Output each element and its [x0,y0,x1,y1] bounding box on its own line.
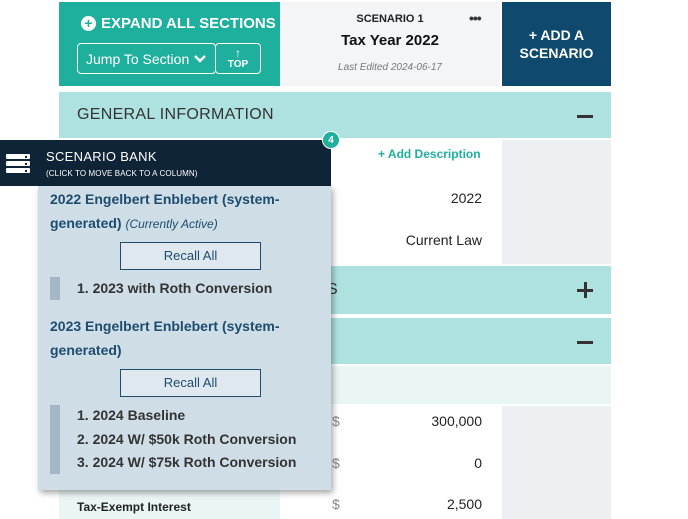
scenario-number: SCENARIO 1 [356,13,424,25]
income-value[interactable]: 0 [474,455,482,471]
item-group-bar [50,405,60,474]
currently-active-note: (Currently Active) [125,217,218,231]
income-value[interactable]: 300,000 [431,413,482,429]
currency-symbol: $ [332,413,340,429]
section-general-information[interactable]: GENERAL INFORMATION [59,92,611,138]
scenario-bank-title: SCENARIO BANK [46,149,157,164]
recall-all-button[interactable]: Recall All [120,369,261,397]
scenario-count-badge: 4 [322,131,340,149]
section-title: GENERAL INFORMATION [77,106,274,123]
add-scenario-line2: SCENARIO [519,45,594,61]
bank-scenario-item[interactable]: 1. 2024 Baseline [77,407,186,423]
group-title-text: 2022 Engelbert Enblebert (system-generat… [50,191,280,231]
add-scenario-button[interactable]: + ADD A SCENARIO [502,2,611,86]
item-group-bar [50,277,60,300]
scenario-group-title: 2022 Engelbert Enblebert (system-generat… [50,187,320,236]
tax-exempt-interest-value[interactable]: 2,500 [446,496,482,512]
jump-to-section-select[interactable]: Jump To Section [77,43,216,74]
server-stack-icon [6,154,30,173]
expand-all-label: EXPAND ALL SECTIONS [101,14,276,32]
collapse-icon[interactable] [577,115,593,118]
scenario-column-header: SCENARIO 1 Tax Year 2022 Last Edited 202… [280,2,500,86]
recall-all-button[interactable]: Recall All [120,242,261,270]
empty-column-cell [502,140,611,264]
law-value: Current Law [405,232,482,248]
top-label: TOP [227,59,249,70]
currency-symbol: $ [332,455,340,471]
more-options-icon[interactable]: ••• [469,10,482,26]
jump-to-section-label: Jump To Section [86,50,190,67]
expand-all-sections-button[interactable]: + EXPAND ALL SECTIONS [81,12,276,34]
bank-scenario-item[interactable]: 3. 2024 W/ $75k Roth Conversion [77,454,297,470]
scenario-group-title: 2023 Engelbert Enblebert (system-generat… [50,314,320,362]
expand-icon[interactable] [577,282,593,298]
tax-exempt-interest-label: Tax-Exempt Interest [77,500,191,514]
add-description-link[interactable]: + Add Description [378,147,481,161]
group-title-text: 2023 Engelbert Enblebert (system-generat… [50,318,280,358]
expand-panel: + EXPAND ALL SECTIONS Jump To Section ↑ … [59,2,280,86]
tax-year-value: 2022 [450,190,482,206]
add-scenario-line1: + ADD A [528,27,585,43]
plus-circle-icon: + [81,15,96,31]
collapse-icon[interactable] [577,341,593,344]
bank-scenario-item[interactable]: 1. 2023 with Roth Conversion [77,280,273,296]
currency-symbol: $ [332,496,340,512]
scenario-bank-panel: 2022 Engelbert Enblebert (system-generat… [38,186,331,490]
label-cell [59,490,280,519]
last-edited: Last Edited 2024-06-17 [338,62,442,73]
scenario-bank-header[interactable]: SCENARIO BANK (CLICK TO MOVE BACK TO A C… [0,140,331,186]
scenario-bank-subtitle: (CLICK TO MOVE BACK TO A COLUMN) [46,169,198,178]
empty-column-cell [502,406,611,519]
top-button[interactable]: ↑ TOP [215,43,261,74]
section-title-fragment: S [327,281,338,298]
bank-scenario-item[interactable]: 2. 2024 W/ $50k Roth Conversion [77,431,297,447]
scenario-title: Tax Year 2022 [341,32,439,49]
chevron-down-icon [194,54,206,63]
arrow-up-icon: ↑ [235,46,241,60]
